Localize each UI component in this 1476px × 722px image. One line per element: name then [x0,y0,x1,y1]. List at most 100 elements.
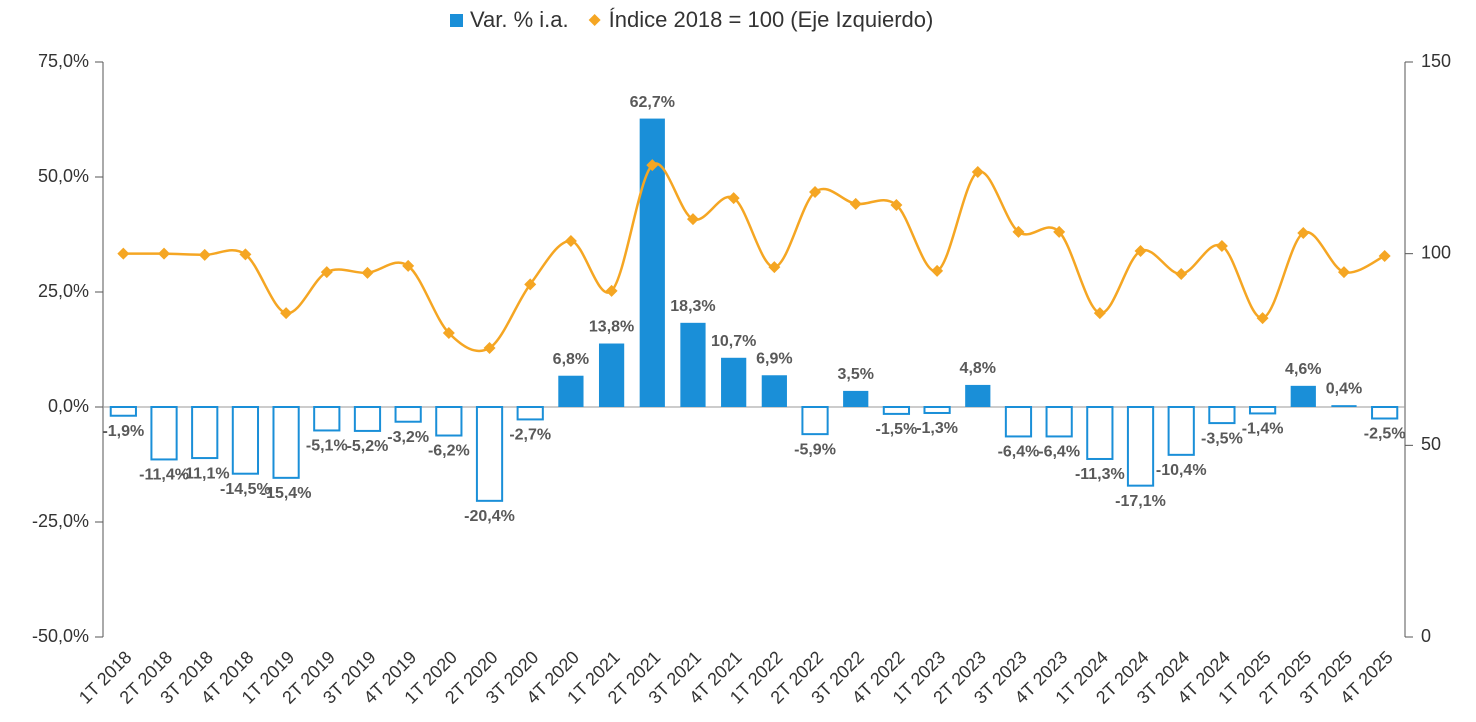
index-marker [971,166,984,179]
bar [394,406,422,423]
value-label: 0,4% [1326,380,1362,397]
index-marker [442,327,455,340]
index-marker [1175,267,1188,280]
value-label: 6,9% [756,350,792,367]
value-label: 62,7% [630,94,675,111]
bar [231,406,260,475]
bar [1371,406,1399,420]
bar [923,406,951,414]
bar [313,406,341,432]
value-label: -1,4% [1242,421,1284,438]
index-marker [768,261,781,274]
value-label: -3,5% [1201,430,1243,447]
y-tick-label: 75,0% [38,51,89,71]
bar [882,406,911,415]
value-label: -5,9% [794,441,836,458]
value-label: 3,5% [837,366,873,383]
bar [150,406,178,461]
index-marker [198,248,211,261]
bar [1290,385,1316,407]
index-marker [483,341,496,354]
bar [1086,406,1114,460]
value-label: -2,7% [509,427,551,444]
y-tick-label: 50,0% [38,166,89,186]
value-label: -17,1% [1115,493,1166,510]
y-tick-label: -25,0% [32,511,89,531]
y-tick-label: 25,0% [38,281,89,301]
bar [1331,405,1357,407]
value-label: -5,2% [347,438,389,455]
value-label: -2,5% [1364,426,1406,443]
bar [109,406,137,417]
y-tick-label: 0,0% [48,396,89,416]
value-label: 13,8% [589,319,634,336]
value-label: -20,4% [464,508,515,525]
bar [1126,406,1155,487]
index-marker [605,284,618,297]
value-label: -15,4% [261,485,312,502]
index-marker [809,185,822,198]
bar [1045,406,1073,438]
value-label: -3,2% [387,429,429,446]
index-marker [1297,226,1310,239]
value-label: -11,4% [139,467,189,484]
bar [1004,406,1033,438]
index-marker [402,259,415,272]
index-marker [686,213,699,226]
value-label: -1,5% [876,421,918,438]
bar [843,390,869,407]
value-label: -11,3% [1075,466,1125,483]
index-marker [931,264,944,277]
bar [1167,406,1195,456]
bar [1208,406,1236,425]
value-label: 4,8% [960,360,996,377]
bar [761,375,787,407]
index-marker [646,159,659,172]
index-marker [1256,312,1269,325]
bar [558,375,584,407]
value-label: 4,6% [1285,361,1321,378]
index-marker [239,248,252,261]
value-label: -5,1% [306,438,348,455]
index-marker [564,235,577,248]
bar [272,406,300,479]
index-marker [1215,240,1228,252]
value-label: -10,4% [1156,462,1207,479]
bar [475,406,504,502]
index-marker [1337,266,1350,279]
y2-tick-label: 150 [1421,51,1451,71]
value-label: 6,8% [553,351,589,368]
bar [965,384,991,407]
index-marker [117,247,130,260]
y2-tick-label: 100 [1421,242,1451,262]
value-label: -1,3% [916,420,958,437]
y2-tick-label: 50 [1421,434,1441,454]
value-label: -6,4% [998,444,1040,461]
legend-label: Var. % i.a. [470,7,569,32]
bar [1248,406,1277,415]
index-marker [1093,307,1106,320]
value-label: -6,4% [1038,444,1080,461]
y2-tick-label: 0 [1421,626,1431,646]
index-marker [1053,225,1066,238]
legend-swatch [450,14,463,27]
index-marker [849,197,862,210]
legend-swatch [588,14,601,26]
index-line [123,162,1386,353]
value-label: -6,2% [428,443,470,460]
index-marker [361,266,374,279]
index-marker [524,278,537,291]
bar [435,406,463,437]
index-marker [280,307,293,320]
index-marker [1012,225,1025,238]
bar [721,357,747,407]
index-marker [1378,249,1391,262]
index-marker [727,192,740,205]
y-tick-label: -50,0% [32,626,89,646]
bar [191,406,219,460]
value-label: 10,7% [711,333,756,350]
index-marker [890,198,903,211]
bar [598,343,625,407]
value-label: -1,9% [102,423,144,440]
